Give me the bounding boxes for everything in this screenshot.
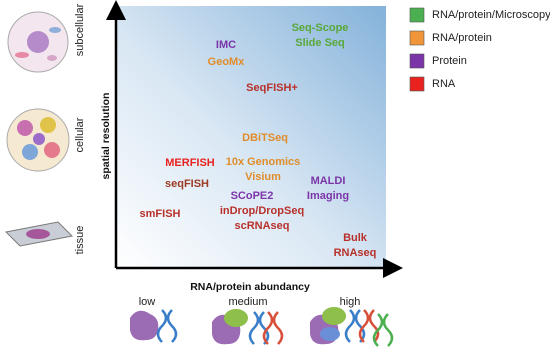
method-label: Imaging bbox=[307, 190, 349, 202]
medium-abundance-icon bbox=[212, 309, 284, 345]
method-label: Visium bbox=[245, 171, 281, 183]
legend-label: RNA/protein/Microscopy bbox=[432, 9, 550, 21]
method-label: IMC bbox=[216, 39, 236, 51]
method-label: GeoMx bbox=[208, 56, 246, 68]
method-label: seqFISH bbox=[165, 178, 209, 190]
method-label: Seq-Scope bbox=[292, 22, 349, 34]
method-label: RNAseq bbox=[334, 247, 377, 259]
method-label: SCoPE2 bbox=[231, 190, 274, 202]
abundance-label: high bbox=[340, 296, 361, 308]
method-label: DBiTSeq bbox=[242, 132, 288, 144]
legend-label: RNA/protein bbox=[432, 32, 492, 44]
legend-label: Protein bbox=[432, 55, 467, 67]
scale-label: cellular bbox=[74, 117, 86, 152]
method-label: smFISH bbox=[140, 208, 181, 220]
cellular-icon bbox=[6, 108, 70, 172]
tissue-icon bbox=[4, 221, 74, 247]
legend-swatch bbox=[409, 30, 425, 46]
legend-swatch bbox=[409, 7, 425, 23]
legend-label: RNA bbox=[432, 78, 456, 90]
high-abundance-icon bbox=[310, 307, 394, 347]
method-label: MERFISH bbox=[165, 157, 215, 169]
abundance-label: medium bbox=[228, 296, 267, 308]
method-label: SeqFISH+ bbox=[246, 82, 298, 94]
low-abundance-icon bbox=[130, 309, 178, 343]
plot-background bbox=[116, 6, 386, 268]
abundance-label: low bbox=[139, 296, 156, 308]
x-axis-label: RNA/protein abundancy bbox=[190, 281, 310, 293]
method-label: MALDI bbox=[311, 175, 346, 187]
method-label: inDrop/DropSeq bbox=[220, 205, 304, 217]
method-label: 10x Genomics bbox=[226, 156, 301, 168]
method-label: Slide Seq bbox=[295, 37, 345, 49]
method-label: Bulk bbox=[343, 232, 368, 244]
legend-swatch bbox=[409, 53, 425, 69]
method-label: scRNAseq bbox=[234, 220, 289, 232]
subcellular-icon bbox=[7, 11, 69, 73]
scale-label: subcellular bbox=[74, 3, 86, 56]
y-axis-label: spatial resolution bbox=[100, 93, 112, 180]
scale-label: tissue bbox=[74, 226, 86, 255]
legend-swatch bbox=[409, 76, 425, 92]
